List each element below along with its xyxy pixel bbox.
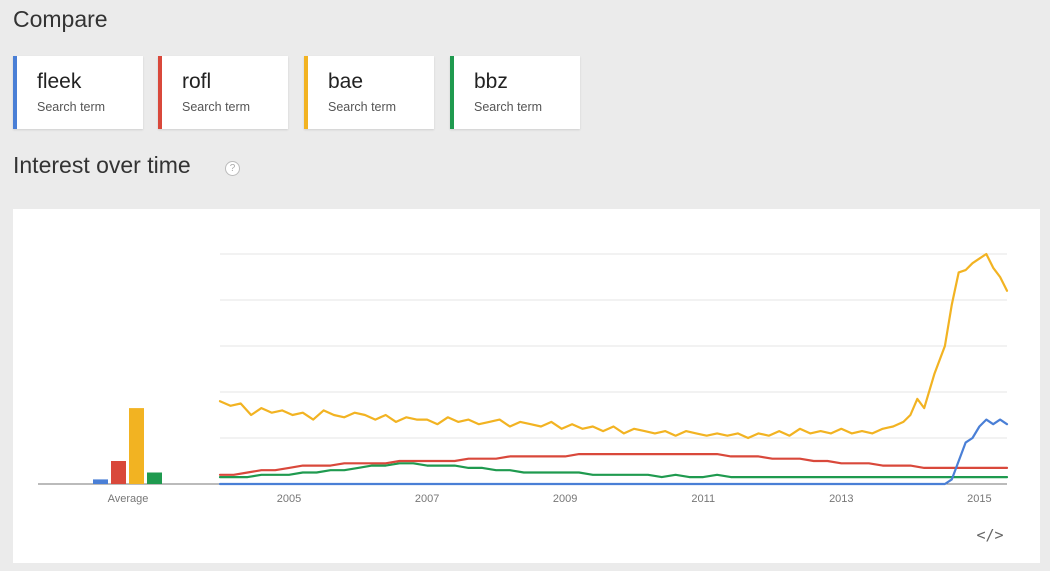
x-tick-label: 2011	[691, 493, 715, 505]
x-tick-label: 2007	[415, 493, 439, 505]
term-type-label: Search term	[474, 100, 543, 114]
term-card-fleek[interactable]: fleek Search term	[13, 56, 143, 129]
interest-over-time-heading: Interest over time	[13, 152, 191, 178]
term-name[interactable]: bae	[328, 70, 364, 93]
series-line-fleek	[218, 418, 1009, 486]
x-tick-label: 2005	[277, 493, 301, 505]
series-line-bae	[218, 252, 1009, 440]
term-type-label: Search term	[328, 100, 397, 114]
average-bar-rofl	[111, 461, 126, 484]
average-bar-bbz	[147, 472, 162, 484]
term-name[interactable]: bbz	[474, 70, 508, 93]
series-line-bbz	[218, 462, 1009, 479]
x-tick-label: 2015	[967, 493, 991, 505]
average-bar-bae	[129, 408, 144, 484]
term-color-bar	[13, 56, 17, 129]
term-card-bae[interactable]: bae Search term	[304, 56, 434, 129]
interest-chart: 2005 2007 2009 2011 2013 2015 Average	[38, 252, 1009, 505]
term-card-rofl[interactable]: rofl Search term	[158, 56, 288, 129]
help-icon[interactable]: ?	[225, 161, 240, 176]
compare-heading: Compare	[13, 6, 108, 32]
average-bar-fleek	[93, 479, 108, 484]
x-tick-label: 2009	[553, 493, 577, 505]
term-name[interactable]: fleek	[37, 70, 82, 93]
embed-code-icon[interactable]: </>	[976, 526, 1004, 544]
term-card-bbz[interactable]: bbz Search term	[450, 56, 580, 129]
term-color-bar	[304, 56, 308, 129]
x-tick-label: 2013	[829, 493, 853, 505]
term-name[interactable]: rofl	[182, 70, 212, 93]
series-line-rofl	[218, 453, 1009, 476]
average-label: Average	[108, 493, 149, 505]
term-type-label: Search term	[182, 100, 251, 114]
term-type-label: Search term	[37, 100, 106, 114]
chart-panel: 2005 2007 2009 2011 2013 2015 Average </>	[13, 209, 1040, 563]
term-color-bar	[450, 56, 454, 129]
term-color-bar	[158, 56, 162, 129]
